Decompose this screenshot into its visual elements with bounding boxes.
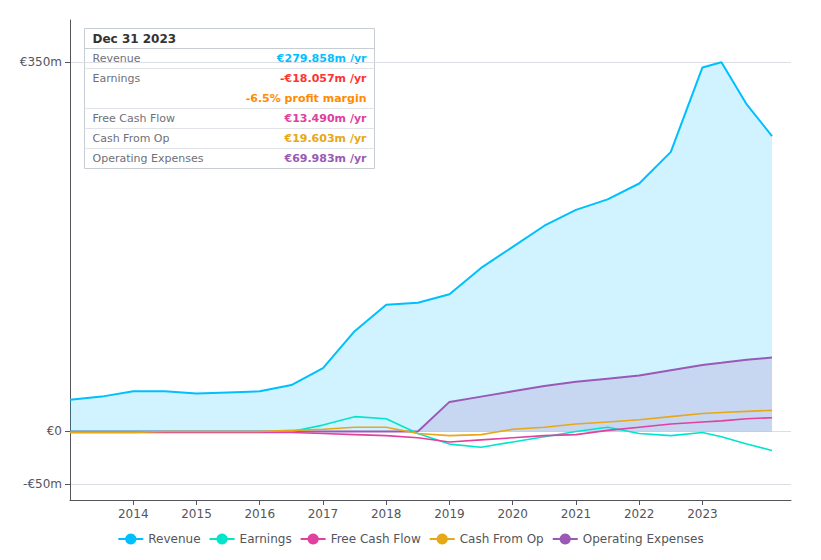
svg-text:Revenue: Revenue: [148, 532, 200, 546]
svg-text:Earnings: Earnings: [93, 72, 141, 85]
svg-text:Free Cash Flow: Free Cash Flow: [331, 532, 421, 546]
svg-text:Cash From Op: Cash From Op: [93, 132, 170, 145]
svg-text:Cash From Op: Cash From Op: [460, 532, 544, 546]
svg-text:-€50m: -€50m: [23, 477, 62, 491]
svg-text:Earnings: Earnings: [240, 532, 292, 546]
svg-text:2022: 2022: [624, 507, 655, 521]
svg-text:2020: 2020: [497, 507, 528, 521]
svg-text:€0: €0: [47, 424, 62, 438]
svg-text:€69.983m /yr: €69.983m /yr: [283, 152, 367, 165]
svg-text:Dec 31 2023: Dec 31 2023: [93, 32, 177, 46]
svg-text:€279.858m /yr: €279.858m /yr: [276, 52, 367, 65]
svg-text:2016: 2016: [244, 507, 275, 521]
svg-text:Operating Expenses: Operating Expenses: [93, 152, 204, 165]
svg-text:€13.490m /yr: €13.490m /yr: [283, 112, 367, 125]
svg-text:2015: 2015: [181, 507, 212, 521]
svg-text:2023: 2023: [687, 507, 718, 521]
svg-text:2014: 2014: [118, 507, 149, 521]
svg-text:Free Cash Flow: Free Cash Flow: [93, 112, 176, 125]
svg-text:2021: 2021: [561, 507, 592, 521]
svg-text:€350m: €350m: [20, 55, 62, 69]
svg-text:2018: 2018: [371, 507, 402, 521]
svg-text:-6.5% profit margin: -6.5% profit margin: [246, 92, 367, 105]
svg-text:€19.603m /yr: €19.603m /yr: [283, 132, 367, 145]
svg-text:-€18.057m /yr: -€18.057m /yr: [280, 72, 367, 85]
svg-text:Revenue: Revenue: [93, 52, 141, 65]
svg-text:2019: 2019: [434, 507, 465, 521]
svg-text:2017: 2017: [308, 507, 339, 521]
svg-text:Operating Expenses: Operating Expenses: [583, 532, 704, 546]
